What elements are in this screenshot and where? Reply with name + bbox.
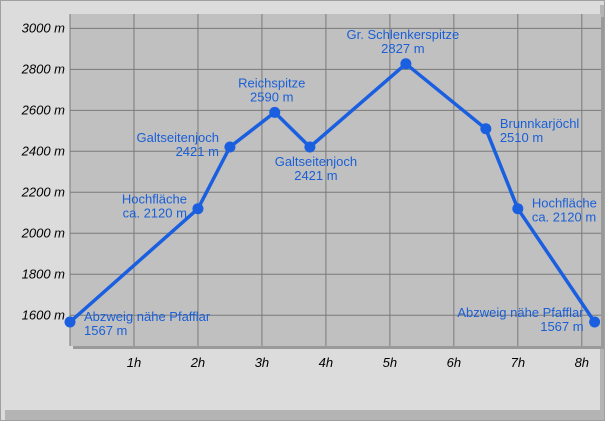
y-tick-label: 2000 m xyxy=(21,225,66,240)
data-point-marker xyxy=(589,316,601,328)
data-point-marker xyxy=(480,123,492,135)
y-tick-label: 2200 m xyxy=(21,184,66,199)
x-tick-label: 6h xyxy=(447,355,461,370)
point-value-label: 1567 m xyxy=(84,323,127,338)
series-elevation xyxy=(64,58,601,328)
point-value-label: 2827 m xyxy=(381,41,424,56)
x-tick-label: 3h xyxy=(255,355,269,370)
point-name-label: Hochfläche xyxy=(122,192,187,207)
point-name-label: Reichspitze xyxy=(238,75,305,90)
data-point-marker xyxy=(304,141,316,153)
data-point-marker xyxy=(512,203,524,215)
data-point-marker xyxy=(269,106,281,118)
x-tick-label: 2h xyxy=(190,355,205,370)
y-tick-label: 1600 m xyxy=(22,307,66,322)
x-tick-label: 5h xyxy=(383,355,397,370)
point-name-label: Abzweig nähe Pfafflar xyxy=(84,309,211,324)
data-point-marker xyxy=(192,203,204,215)
x-tick-label: 7h xyxy=(511,355,525,370)
point-name-label: Hochfläche xyxy=(532,196,597,211)
data-point-marker xyxy=(64,316,76,328)
point-name-label: Galtseitenjoch xyxy=(275,154,357,169)
y-tick-label: 1800 m xyxy=(22,266,66,281)
frame-shadow-bottom xyxy=(5,410,604,420)
point-value-label: 1567 m xyxy=(540,319,583,334)
y-axis-tick-labels: 1600 m 1800 m 2000 m 2200 m 2400 m 2600 m 2800… xyxy=(21,20,66,322)
point-value-label: 2590 m xyxy=(250,89,293,104)
x-tick-label: 8h xyxy=(575,355,589,370)
point-name-label: Abzweig nähe Pfafflar xyxy=(457,305,584,320)
y-tick-label: 2600 m xyxy=(21,102,66,117)
x-tick-label: 4h xyxy=(319,355,333,370)
x-tick-label: 1h xyxy=(127,355,141,370)
grid-lines xyxy=(69,14,601,346)
x-axis-tick-labels: 1h 2h 3h 4h 5h 6h 7h 8h xyxy=(127,355,589,370)
data-point-marker xyxy=(224,141,236,153)
point-value-label: ca. 2120 m xyxy=(123,206,187,221)
y-tick-label: 2800 m xyxy=(21,61,66,76)
point-value-label: 2421 m xyxy=(294,168,337,183)
point-value-label: 2421 m xyxy=(176,144,219,159)
y-tick-label: 3000 m xyxy=(22,20,66,35)
data-point-marker xyxy=(400,58,412,70)
point-value-label: ca. 2120 m xyxy=(532,210,596,225)
point-name-label: Galtseitenjoch xyxy=(137,130,219,145)
y-tick-label: 2400 m xyxy=(21,143,66,158)
point-name-label: Brunnkarjöchl xyxy=(500,116,580,131)
point-name-label: Gr. Schlenkerspitze xyxy=(347,27,460,42)
point-value-label: 2510 m xyxy=(500,130,543,145)
